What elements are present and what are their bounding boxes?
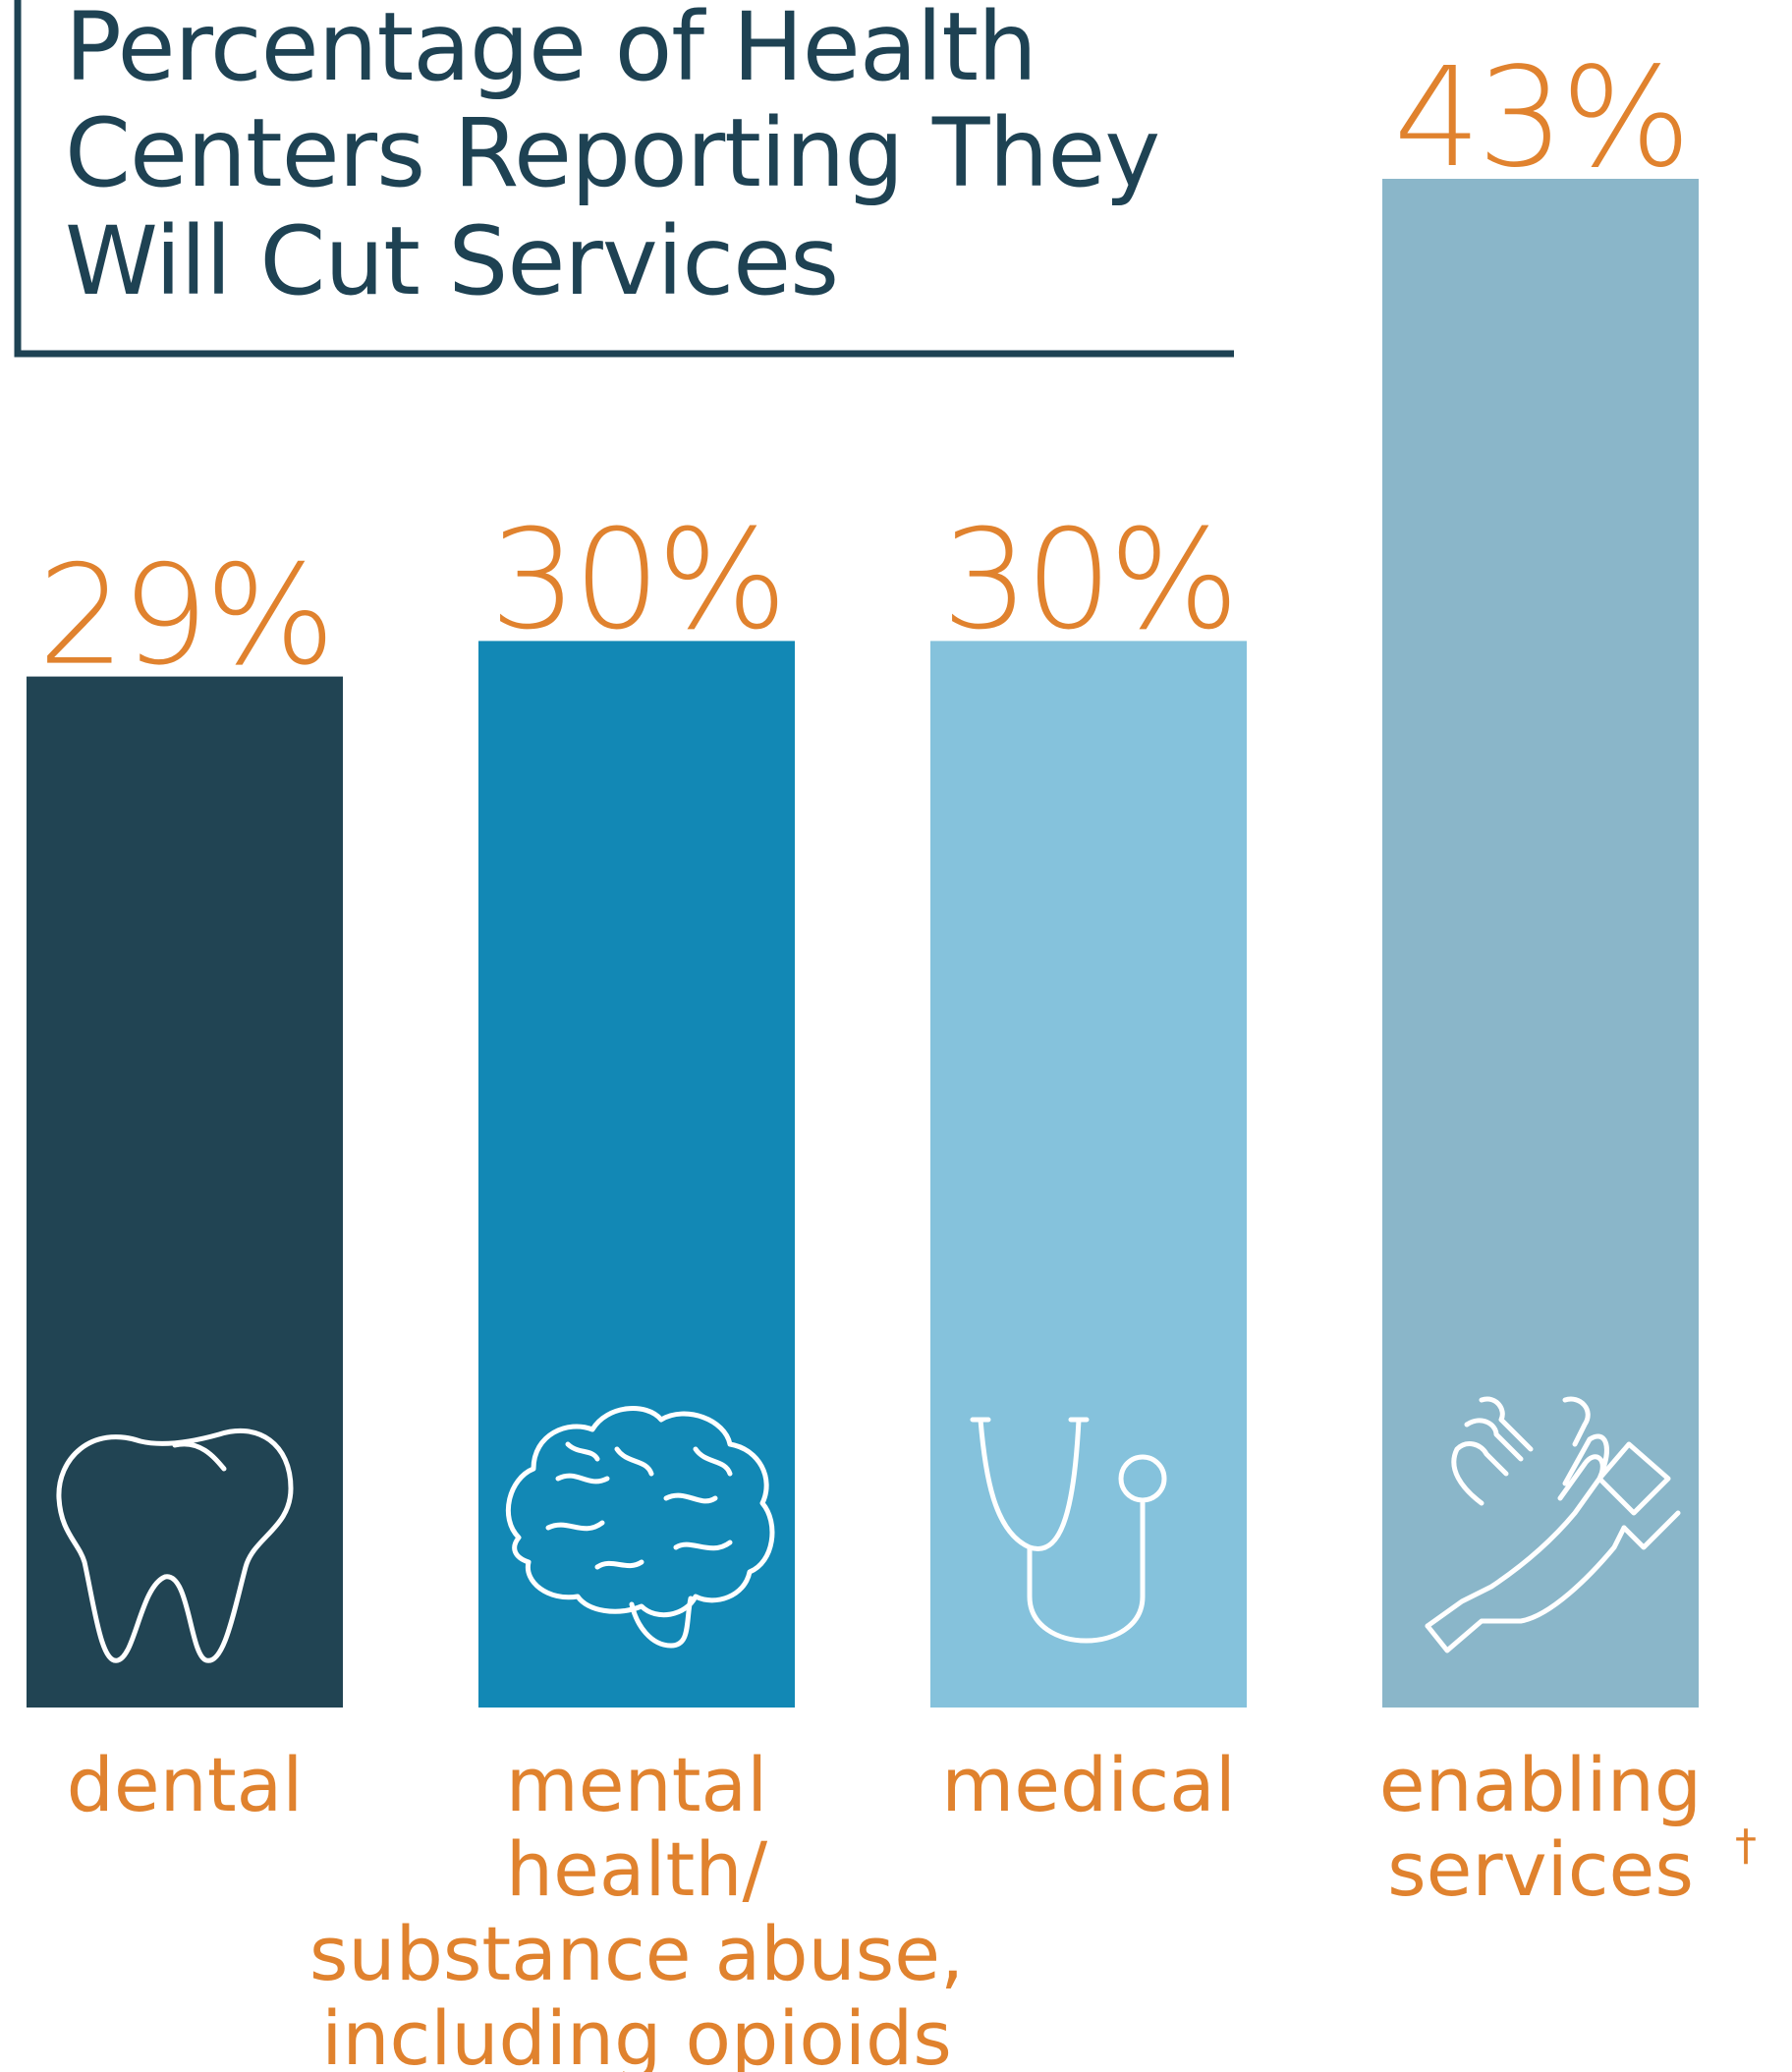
category-label: dental [67, 1741, 304, 1828]
category-label: including opioids [321, 1994, 952, 2072]
tooth-icon [56, 1428, 294, 1663]
category-label: medical [941, 1741, 1236, 1828]
bar-mental [478, 641, 795, 1708]
title-bracket [14, 0, 1234, 358]
title-block: Percentage of Health Centers Reporting T… [0, 0, 1792, 393]
category-label: mental [506, 1741, 767, 1828]
chart-title-line-3: Will Cut Services [65, 206, 839, 316]
value-label: 29% [37, 536, 331, 697]
brain-icon [505, 1406, 775, 1649]
category-label: substance abuse, [309, 1910, 964, 1997]
value-label: 43% [1393, 38, 1687, 198]
bar-dental [27, 676, 343, 1708]
bar-enabling [1382, 179, 1699, 1708]
chart-title-line-2: Centers Reporting They [65, 98, 1160, 208]
chart-title-line-1: Percentage of Health [65, 0, 1037, 102]
category-label: health/ [506, 1825, 768, 1913]
bar-medical [930, 641, 1247, 1708]
footnote-mark: † [1735, 1820, 1757, 1871]
hands-icon [1425, 1396, 1681, 1653]
value-label: 30% [941, 500, 1235, 660]
category-label: enabling [1379, 1741, 1702, 1828]
category-label: services [1387, 1825, 1694, 1913]
stethoscope-icon [970, 1417, 1167, 1644]
value-label: 30% [489, 500, 783, 660]
